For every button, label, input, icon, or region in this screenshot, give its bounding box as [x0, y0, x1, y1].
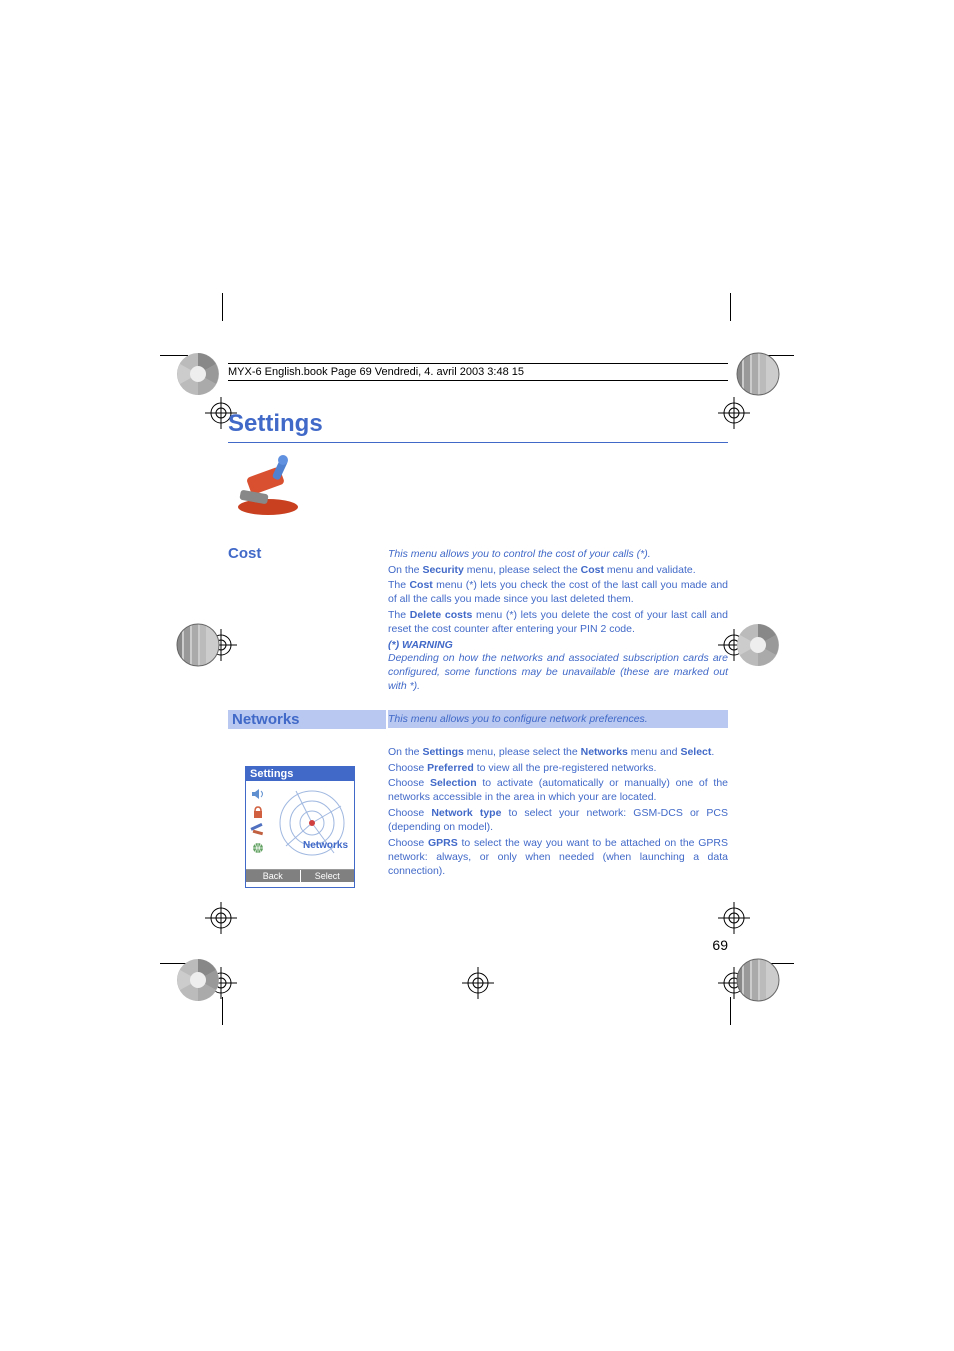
page-number: 69 [712, 937, 728, 953]
crop-mark [222, 997, 223, 1025]
book-header: MYX-6 English.book Page 69 Vendredi, 4. … [228, 363, 728, 381]
settings-tool-icon [228, 452, 308, 522]
cost-warning-body: Depending on how the networks and associ… [388, 651, 728, 694]
crop-mark [730, 997, 731, 1025]
title-underline [228, 442, 728, 443]
cost-line1: On the Security menu, please select the … [388, 563, 728, 577]
cost-line3: The Delete costs menu (*) lets you delet… [388, 608, 728, 636]
cost-intro: This menu allows you to control the cost… [388, 547, 728, 561]
crop-mark [222, 293, 223, 321]
page-title: Settings [228, 410, 728, 438]
networks-line2: Choose Preferred to view all the pre-reg… [388, 761, 728, 775]
sound-icon [250, 787, 266, 801]
lock-icon [250, 805, 266, 819]
color-target-icon [736, 623, 780, 667]
phone-mockup: Settings Networks Back [245, 766, 355, 906]
color-target-icon [736, 352, 780, 396]
registration-mark-icon [460, 965, 496, 1001]
phone-select-button[interactable]: Select [301, 870, 355, 882]
networks-line1: On the Settings menu, please select the … [388, 745, 728, 759]
phone-titlebar: Settings [246, 767, 354, 781]
cost-line2: The Cost menu (*) lets you check the cos… [388, 578, 728, 606]
phone-body: Networks [246, 781, 354, 869]
registration-mark-icon [716, 900, 752, 936]
networks-heading: Networks [228, 710, 386, 729]
networks-intro: This menu allows you to configure networ… [388, 712, 728, 726]
color-target-icon [176, 958, 220, 1002]
networks-line3: Choose Selection to activate (automatica… [388, 776, 728, 804]
crop-mark [730, 293, 731, 321]
color-target-icon [176, 623, 220, 667]
color-target-icon [176, 352, 220, 396]
networks-line4: Choose Network type to select your netwo… [388, 806, 728, 834]
cost-heading: Cost [228, 545, 261, 562]
tools-icon [250, 823, 266, 837]
phone-selected-label: Networks [303, 840, 348, 851]
registration-mark-icon [203, 900, 239, 936]
phone-back-button[interactable]: Back [246, 870, 301, 882]
networks-line5: Choose GPRS to select the way you want t… [388, 836, 728, 879]
globe-icon [250, 841, 266, 855]
color-target-icon [736, 958, 780, 1002]
